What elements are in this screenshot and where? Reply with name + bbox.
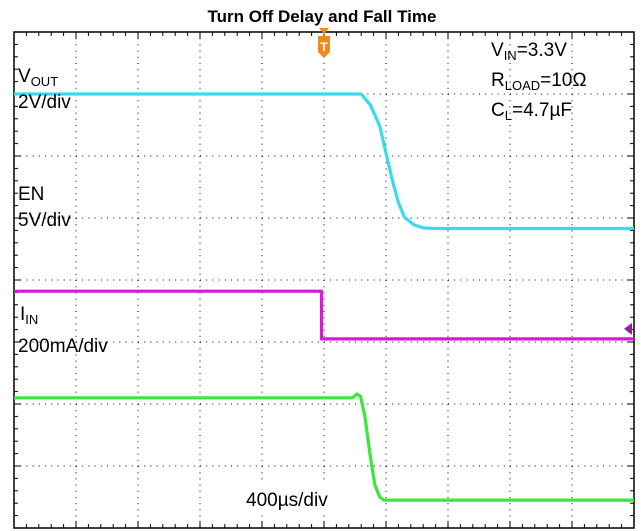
vin-condition: VIN=3.3V [491,40,567,63]
en-scale-label: 5V/div [18,210,71,231]
trace-en [14,289,634,341]
trace-vout [14,92,634,231]
grid [14,32,634,528]
timebase-label-bg [242,484,354,512]
vout-label: VOUT [18,66,58,89]
iin-scale-label: 200mA/div [18,336,108,357]
markers: T [318,28,632,335]
vout-scale-label: 2V/div [18,92,71,113]
en-level-marker-icon [624,322,632,335]
trigger-marker [318,36,330,58]
trace-iin [14,392,634,502]
en-label: EN [18,184,44,205]
iin-label: IIN [20,304,38,327]
chart-title: Turn Off Delay and Fall Time [208,7,437,26]
timebase-label: 400µs/div [246,490,328,511]
trigger-label: T [320,40,328,54]
rload-condition: RLOAD=10Ω [491,70,587,93]
cl-condition: CL=4.7µF [491,100,572,123]
traces [14,92,634,502]
trigger-arrow-icon [319,28,329,34]
